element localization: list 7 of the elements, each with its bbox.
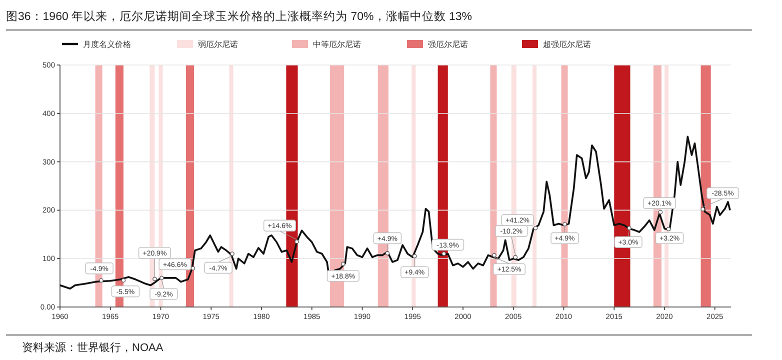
legend-label: 超强厄尔尼诺: [543, 40, 591, 49]
legend-label: 月度名义价格: [83, 40, 131, 49]
legend-label: 弱厄尔尼诺: [198, 40, 238, 49]
legend-label: 强厄尔尼诺: [428, 40, 468, 49]
chart-title: 图36：1960 年以来，厄尔尼诺期间全球玉米价格的上涨概率约为 70%，涨幅中位数 13%: [6, 9, 472, 23]
legend-label: 中等厄尔尼诺: [313, 40, 361, 49]
text: 资料来源：世界银行，NOAA: [22, 341, 164, 354]
